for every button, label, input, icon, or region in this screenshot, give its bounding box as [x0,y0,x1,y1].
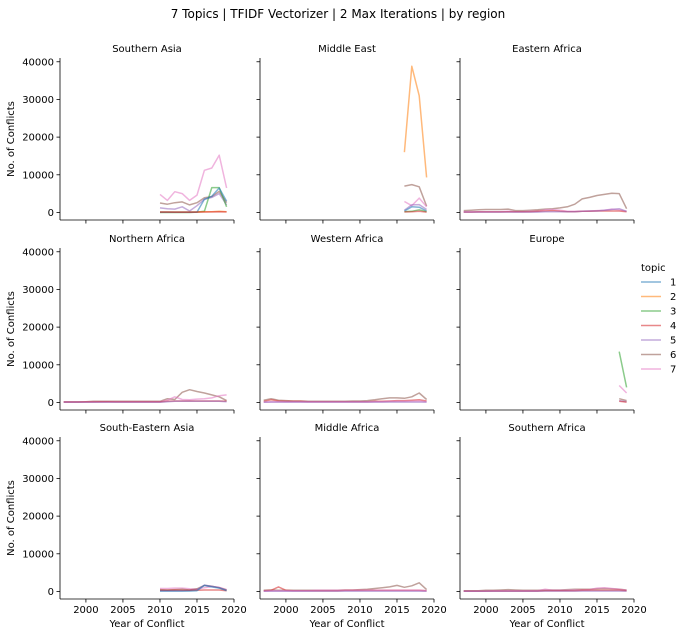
panel-title: South-Eastern Asia [100,423,195,434]
x-tick-label: 2005 [110,605,135,616]
legend: topic 1 2 3 4 5 6 7 [641,263,676,376]
series-line-topic-3 [618,351,628,388]
x-tick-label: 2015 [584,605,609,616]
series-line-topic-6 [619,397,627,402]
panel-title: Western Africa [311,234,384,245]
y-tick-label: 0 [48,398,54,409]
y-axis-label: No. of Conflicts [6,101,17,177]
series-line-topic-5 [159,192,228,212]
legend-label-topic-2: 2 [670,292,676,303]
y-tick-label: 10000 [22,360,54,371]
x-tick-label: 2005 [310,605,335,616]
y-tick-label: 0 [48,208,54,219]
series-line-topic-2 [403,65,428,178]
panel-title: Europe [529,234,564,245]
panel-southern-asia: Southern Asia 0 10000 20000 30000 40000 No. of… [6,44,235,224]
series-line-topic-6 [404,183,428,207]
panel-northern-africa: Northern Africa 0 10000 20000 30000 40000 No. … [6,234,235,414]
series-line-topic-4 [404,210,427,213]
legend-label-topic-1: 1 [670,278,676,289]
series-line-topic-7 [159,154,228,202]
series-line-topic-7 [404,197,428,208]
x-tick-label: 2010 [547,605,572,616]
y-axis-label: No. of Conflicts [6,480,17,556]
x-axis-label: Year of Conflict [108,619,184,630]
series-line-topic-6 [63,388,227,403]
y-tick-label: 40000 [22,436,54,447]
y-tick-label: 20000 [22,323,54,334]
chart-title: 7 Topics | TFIDF Vectorizer | 2 Max Iter… [171,7,506,21]
y-tick-label: 30000 [22,285,54,296]
panel-title: Eastern Africa [512,44,582,55]
panel-western-africa: Western Africa [256,234,435,414]
y-tick-label: 20000 [22,133,54,144]
panel-middle-africa: Middle Africa 2000 2005 2010 2015 2020 Year of… [256,423,447,630]
x-axis-label: Year of Conflict [308,619,384,630]
y-tick-label: 40000 [22,247,54,258]
legend-label-topic-3: 3 [670,307,676,318]
panel-southern-africa: Southern Africa 2000 2005 2010 2015 2020 Year … [456,423,647,630]
y-axis-label: No. of Conflicts [6,291,17,367]
y-tick-label: 30000 [22,474,54,485]
series-line-topic-6 [463,192,628,212]
x-tick-label: 2015 [384,605,409,616]
panel-middle-east: Middle East [256,44,435,224]
legend-label-topic-7: 7 [670,365,676,376]
y-tick-label: 10000 [22,170,54,181]
series-line-topic-1 [160,584,227,592]
panel-title: Southern Asia [112,44,182,55]
x-tick-label: 2000 [73,605,98,616]
x-tick-label: 2015 [184,605,209,616]
series-line-topic-6 [263,582,428,592]
y-tick-label: 10000 [22,549,54,560]
legend-label-topic-4: 4 [670,321,676,332]
series-line-topic-7 [618,384,628,394]
x-tick-label: 2005 [510,605,535,616]
panel-eastern-africa: Eastern Africa [456,44,635,224]
y-tick-label: 30000 [22,95,54,106]
series-line-topic-6 [159,190,228,206]
x-tick-label: 2000 [273,605,298,616]
y-tick-label: 0 [48,587,54,598]
y-tick-label: 20000 [22,512,54,523]
panel-title: Middle Africa [315,423,380,434]
x-tick-label: 2010 [347,605,372,616]
x-tick-label: 2020 [221,605,246,616]
x-tick-label: 2020 [421,605,446,616]
x-tick-label: 2010 [147,605,172,616]
series-line-topic-1 [404,206,427,212]
panel-title: Northern Africa [109,234,185,245]
panel-south-eastern-asia: South-Eastern Asia 0 10000 20000 30000 40000 2… [6,423,247,630]
panel-europe: Europe [456,234,635,414]
legend-label-topic-6: 6 [670,350,676,361]
series-line-topic-4 [619,400,627,403]
legend-label-topic-5: 5 [670,336,676,347]
legend-title: topic [641,263,666,274]
x-tick-label: 2020 [621,605,646,616]
panel-title: Southern Africa [508,423,585,434]
series-line-topic-5 [63,400,227,404]
series-line-topic-5 [403,203,428,211]
series-line-topic-5 [463,207,627,213]
x-tick-label: 2000 [473,605,498,616]
y-tick-label: 40000 [22,57,54,68]
panel-title: Middle East [318,44,376,55]
series-line-topic-4 [160,210,227,213]
x-axis-label: Year of Conflict [508,619,584,630]
